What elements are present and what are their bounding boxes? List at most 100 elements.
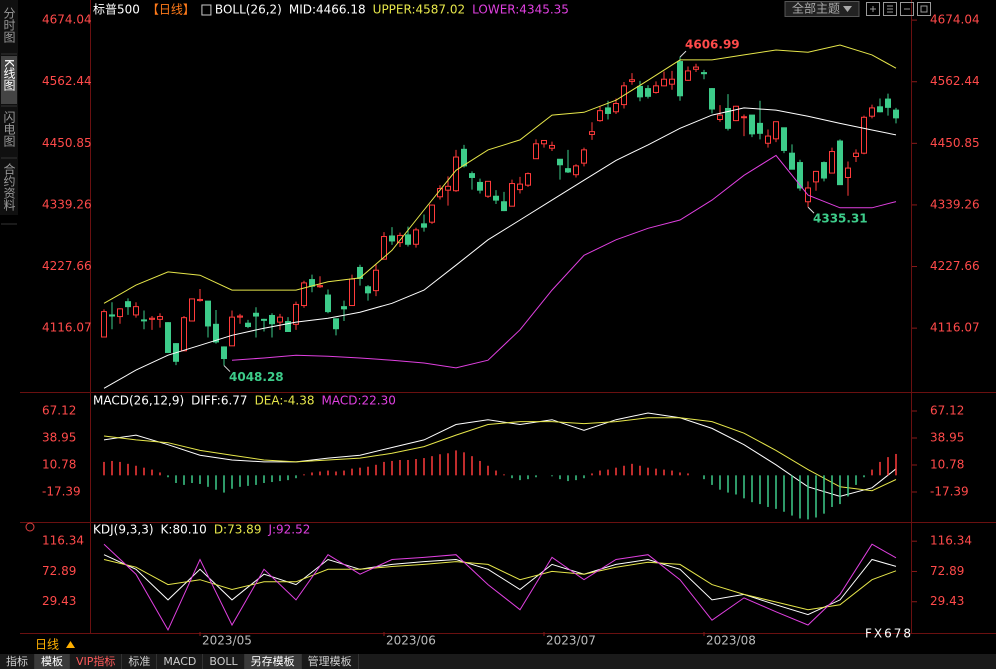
y-tick-label-right: 67.12 — [930, 403, 964, 417]
bottom-tab[interactable]: 另存模板 — [244, 654, 302, 669]
y-tick-label-right: 10.78 — [930, 457, 964, 471]
y-tick-label-right: 4227.66 — [930, 259, 980, 273]
candle-body — [461, 148, 467, 167]
y-tick-label-right: 72.89 — [930, 564, 964, 578]
candle-body — [669, 78, 675, 85]
y-tick-label-right: 4674.04 — [930, 13, 980, 27]
annotation-line — [807, 206, 815, 214]
candle-body — [877, 106, 883, 113]
y-tick-label-left: 72.89 — [42, 564, 76, 578]
candle-body — [741, 116, 747, 119]
candle-body — [845, 167, 851, 178]
bottom-tab[interactable]: VIP指标 — [70, 654, 123, 669]
candle-body — [589, 131, 595, 135]
sidebar-tab: 分时图 — [2, 7, 16, 43]
candle-body — [141, 319, 147, 322]
y-tick-label-right: 38.95 — [930, 430, 964, 444]
toolbar-icons[interactable] — [866, 2, 931, 16]
legend-entry: D:73.89 — [214, 523, 262, 537]
y-tick-label-right: 4562.44 — [930, 74, 980, 88]
candle-body — [261, 318, 267, 321]
candle-body — [381, 236, 387, 260]
bottom-tab[interactable]: MACD — [157, 654, 204, 669]
annotation: 4335.31 — [813, 212, 868, 226]
y-tick-label-right: 29.43 — [930, 594, 964, 608]
bottom-tab[interactable]: 管理模板 — [302, 654, 359, 669]
candle-body — [629, 79, 635, 82]
candle-body — [125, 301, 131, 308]
bottom-tab[interactable]: 标准 — [122, 654, 158, 669]
candle-body — [597, 110, 603, 122]
candle-body — [677, 61, 683, 97]
candle-body — [685, 70, 691, 81]
candle-body — [157, 316, 163, 320]
theme-dropdown[interactable]: 全部主题 — [784, 1, 860, 17]
candle-body — [269, 314, 275, 325]
candle-body — [149, 317, 155, 320]
indicator-line — [231, 154, 897, 369]
y-tick-label-left: 4674.04 — [42, 13, 92, 27]
candle-body — [773, 121, 779, 140]
candle-body — [485, 180, 491, 197]
candle-body — [749, 114, 755, 135]
candle-body — [693, 66, 699, 70]
x-tick-label: 2023/06 — [386, 634, 436, 648]
candle-body — [421, 223, 427, 228]
y-tick-label-left: 4450.85 — [42, 136, 92, 150]
candle-body — [789, 152, 795, 170]
candle-body — [541, 139, 547, 145]
legend-entry: LOWER:4345.35 — [472, 3, 569, 17]
indicator-icon — [201, 4, 212, 16]
indicator-line — [103, 412, 897, 497]
candle-body — [165, 322, 171, 353]
candle-body — [581, 149, 587, 164]
y-tick-label-right: -17.39 — [930, 484, 969, 498]
candle-body — [405, 234, 411, 245]
candle-body — [469, 173, 475, 178]
candle-body — [517, 183, 523, 191]
candle-body — [733, 105, 739, 122]
y-tick-label-right: 116.34 — [930, 534, 972, 548]
period-arrow — [66, 641, 75, 648]
panel — [103, 543, 897, 631]
candle-body — [533, 143, 539, 160]
y-tick-label-left: 10.78 — [42, 457, 76, 471]
dropdown-label: 全部主题 — [792, 1, 840, 16]
y-tick-label-right: 4116.07 — [930, 321, 980, 335]
y-tick-label-left: 116.34 — [42, 534, 84, 548]
candle-body — [757, 122, 763, 134]
candle-body — [181, 317, 187, 352]
candle-body — [109, 314, 115, 317]
period-button[interactable]: 日线 — [35, 638, 59, 652]
candle-body — [493, 195, 499, 201]
legend-entry: MACD(26,12,9) — [93, 394, 184, 408]
candle-body — [189, 298, 195, 322]
candle-body — [205, 300, 211, 327]
legend-entry: K:80.10 — [161, 523, 207, 537]
legend-entry: MACD:22.30 — [321, 394, 395, 408]
candle-body — [365, 286, 371, 294]
candle-body — [525, 173, 531, 186]
candle-body — [253, 312, 259, 317]
candle-body — [709, 88, 715, 110]
candle-body — [397, 234, 403, 244]
candle-body — [445, 185, 451, 191]
candle-body — [821, 162, 827, 179]
legend-entry: DEA:-4.38 — [255, 394, 315, 408]
candle-body — [341, 306, 347, 310]
candle-body — [781, 127, 787, 151]
candle-body — [549, 144, 555, 149]
indicator-line — [103, 44, 897, 304]
candle-body — [133, 306, 139, 316]
candle-body — [861, 116, 867, 154]
frame — [20, 0, 996, 634]
indicator-line — [103, 417, 897, 492]
bottom-tab[interactable]: 指标 — [0, 654, 35, 669]
bottom-tab[interactable]: BOLL — [203, 654, 245, 669]
bottom-tab[interactable]: 模板 — [35, 654, 70, 669]
candle-body — [477, 181, 483, 191]
candle-body — [501, 201, 507, 212]
candle-body — [605, 107, 611, 114]
candle-body — [285, 321, 291, 332]
